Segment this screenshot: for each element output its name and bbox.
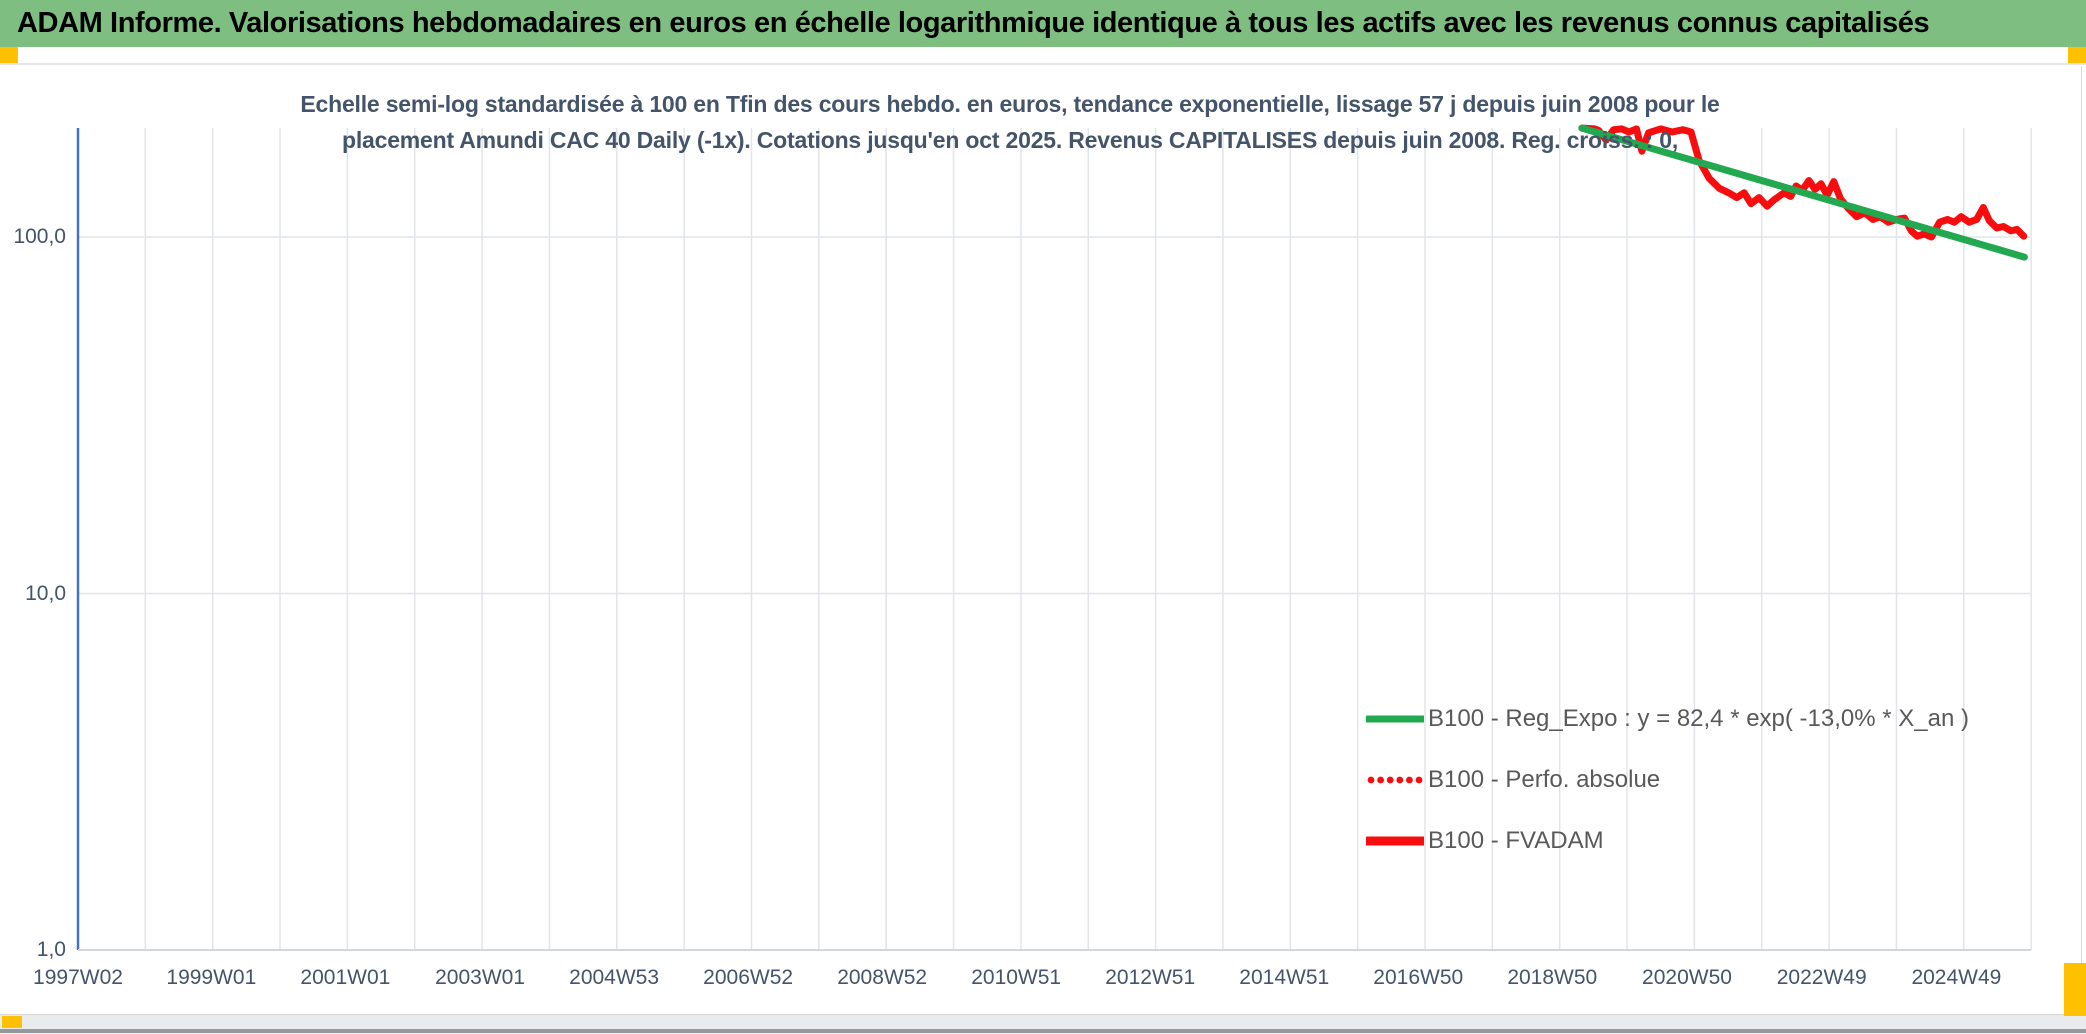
y-tick-label: 10,0 (25, 581, 66, 605)
x-tick-label: 2006W52 (703, 966, 794, 989)
x-tick-label: 2024W49 (1911, 966, 2002, 989)
x-tick-label: 2008W52 (837, 966, 928, 989)
x-tick-label: 1999W01 (166, 966, 257, 989)
legend-item-label: B100 - Perfo. absolue (1428, 765, 1661, 793)
x-tick-label: 2012W51 (1105, 966, 1196, 989)
legend-item-label: B100 - Reg_Expo : y = 82,4 * exp( -13,0%… (1428, 704, 1969, 732)
corner-marker-top-left (0, 47, 18, 63)
series-b100-reg-expo[interactable] (1578, 124, 2028, 261)
plot-area[interactable] (4, 66, 2081, 1014)
x-tick-label: 2003W01 (435, 966, 526, 989)
chart-canvas[interactable] (4, 66, 2082, 1015)
chart-title-line2: placement Amundi CAC 40 Daily (-1x). Cot… (341, 127, 1679, 153)
window-bottom-edge (0, 1029, 2086, 1033)
corner-marker-bottom-left (2, 1016, 22, 1028)
legend-item[interactable]: B100 - FVADAM (1366, 810, 1969, 871)
line-swatch-icon (1366, 715, 1424, 722)
x-tick-label: 2022W49 (1776, 966, 1867, 989)
sheet-header-cell[interactable]: ADAM Informe. Valorisations hebdomadaire… (0, 0, 2086, 47)
y-tick-label: 1,0 (36, 938, 66, 961)
x-tick-label: 2001W01 (300, 966, 391, 989)
x-tick-label: 2004W53 (569, 966, 660, 989)
dotted-line-swatch-icon (1367, 776, 1423, 783)
legend-item[interactable]: B100 - Reg_Expo : y = 82,4 * exp( -13,0%… (1366, 688, 1969, 749)
x-tick-label: 2010W51 (971, 966, 1062, 989)
x-tick-label: 2018W50 (1507, 966, 1598, 989)
x-tick-label: 2020W50 (1642, 966, 1732, 989)
x-tick-label: 2014W51 (1239, 966, 1330, 989)
corner-marker-bottom-right (2064, 963, 2086, 1016)
x-tick-label: 1997W02 (33, 966, 123, 989)
page-title: ADAM Informe. Valorisations hebdomadaire… (17, 7, 1930, 39)
legend-item-label: B100 - FVADAM (1428, 826, 1604, 854)
chart-title-line1: Echelle semi-log standardisée à 100 en T… (300, 91, 1720, 117)
y-tick-label: 100,0 (13, 225, 66, 248)
corner-marker-top-right (2068, 47, 2086, 63)
header-divider (0, 63, 2086, 65)
x-tick-label: 2016W50 (1373, 966, 1464, 989)
legend-item[interactable]: B100 - Perfo. absolue (1366, 749, 1969, 810)
series-b100-fvadam[interactable] (1578, 124, 2028, 241)
chart-legend[interactable]: B100 - Reg_Expo : y = 82,4 * exp( -13,0%… (1366, 688, 1969, 871)
line-swatch-icon (1366, 836, 1424, 845)
chart-title[interactable]: Echelle semi-log standardisée à 100 en T… (250, 86, 1770, 158)
